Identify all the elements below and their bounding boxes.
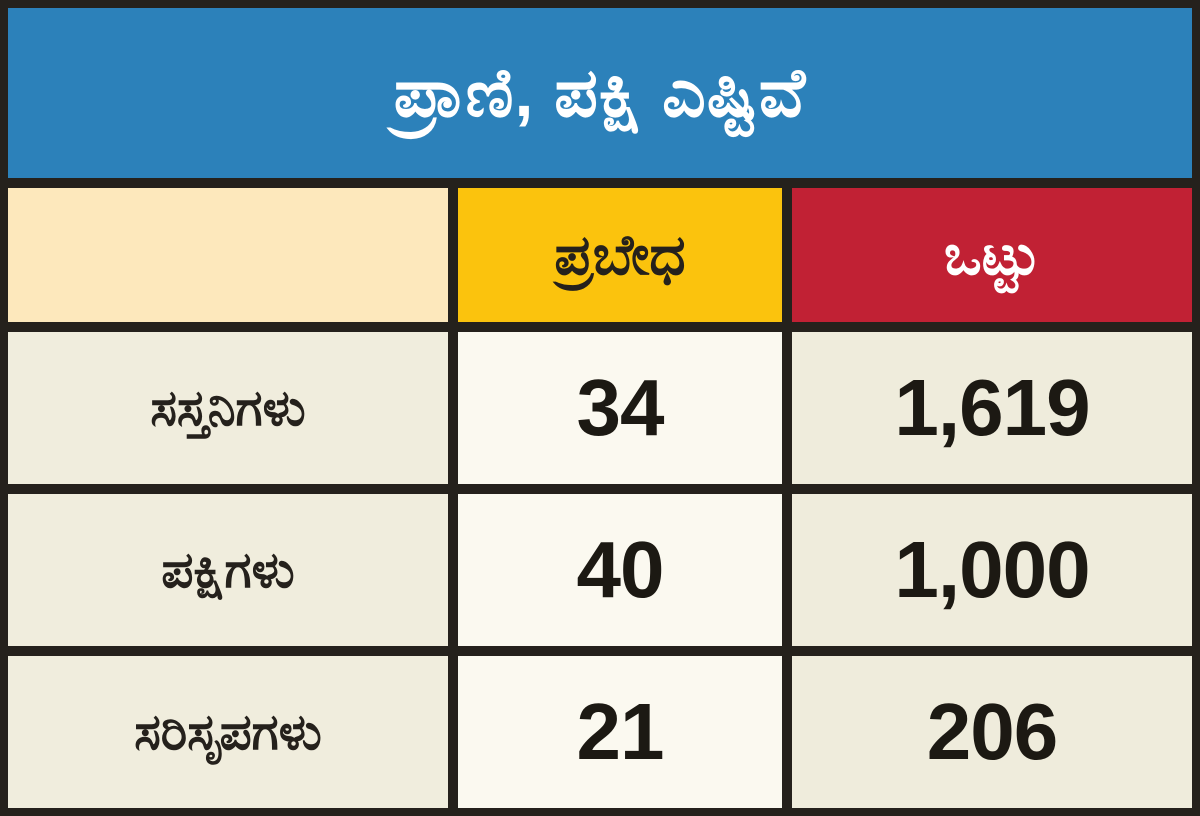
total-value: 1,000 (894, 525, 1090, 614)
species-value: 21 (576, 687, 665, 776)
row-label: ಸಸ್ತನಿಗಳು (150, 379, 306, 436)
species-value-cell: 40 (458, 494, 782, 646)
total-value: 206 (926, 687, 1058, 776)
total-value-cell: 1,619 (792, 332, 1192, 484)
total-value-cell: 1,000 (792, 494, 1192, 646)
species-value: 40 (576, 525, 665, 614)
total-column-header: ಒಟ್ಟು (792, 188, 1192, 322)
total-value: 1,619 (894, 363, 1090, 452)
table-header-row: ಪ್ರಬೇಧ ಒಟ್ಟು (8, 188, 1192, 322)
table-row-reptiles: ಸರಿಸೃಪಗಳು 21 206 (8, 656, 1192, 808)
row-label-cell: ಪಕ್ಷಿಗಳು (8, 494, 448, 646)
title-bar: ಪ್ರಾಣಿ, ಪಕ್ಷಿ ಎಷ್ಟಿವೆ (8, 8, 1192, 178)
species-column-label: ಪ್ರಬೇಧ (554, 222, 686, 286)
total-column-label: ಒಟ್ಟು (943, 222, 1041, 286)
row-label: ಪಕ್ಷಿಗಳು (161, 541, 295, 598)
table-row-mammals: ಸಸ್ತನಿಗಳು 34 1,619 (8, 332, 1192, 484)
total-value-cell: 206 (792, 656, 1192, 808)
table-row-birds: ಪಕ್ಷಿಗಳು 40 1,000 (8, 494, 1192, 646)
page-title: ಪ್ರಾಣಿ, ಪಕ್ಷಿ ಎಷ್ಟಿವೆ (393, 54, 807, 131)
species-value: 34 (576, 363, 665, 452)
row-label-cell: ಸರಿಸೃಪಗಳು (8, 656, 448, 808)
species-column-header: ಪ್ರಬೇಧ (458, 188, 782, 322)
row-label-cell: ಸಸ್ತನಿಗಳು (8, 332, 448, 484)
species-value-cell: 21 (458, 656, 782, 808)
species-value-cell: 34 (458, 332, 782, 484)
row-label: ಸರಿಸೃಪಗಳು (134, 703, 322, 760)
empty-header-cell (8, 188, 448, 322)
